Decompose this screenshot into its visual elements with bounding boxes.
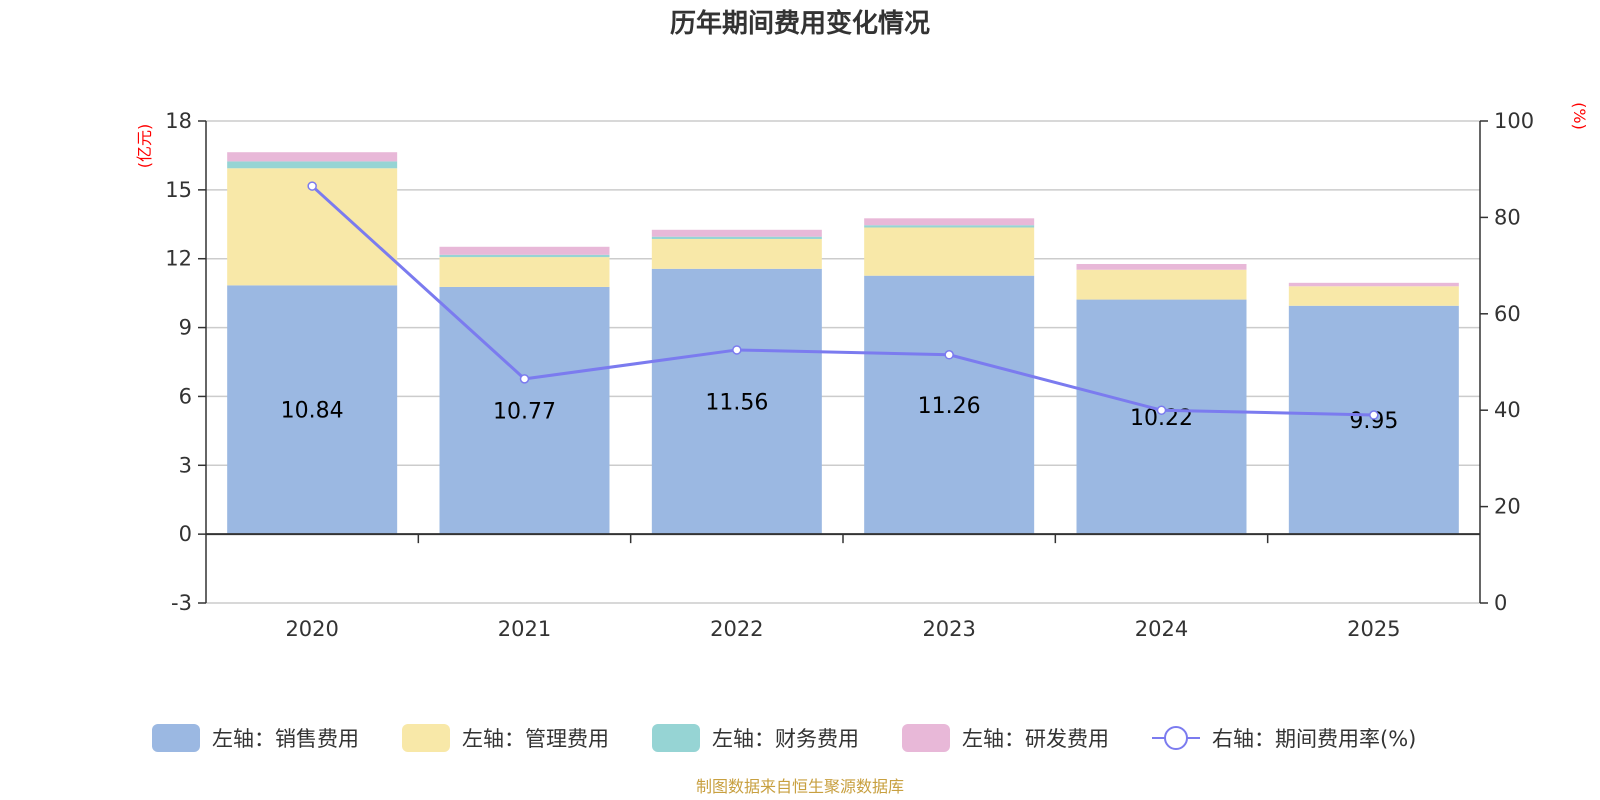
bar-segment xyxy=(1288,286,1459,306)
left-tick-label: 0 xyxy=(179,522,192,546)
bar-segment xyxy=(227,152,398,162)
right-tick-label: 60 xyxy=(1494,302,1521,326)
rate-point xyxy=(1369,410,1379,420)
bar-segment xyxy=(651,236,822,239)
legend-label: 左轴：财务费用 xyxy=(712,727,859,751)
right-tick-label: 40 xyxy=(1494,398,1521,422)
rate-point xyxy=(519,374,530,384)
legend-swatch xyxy=(402,724,450,752)
legend-swatch xyxy=(152,724,200,752)
bars xyxy=(227,152,1459,535)
legend-label: 左轴：研发费用 xyxy=(962,727,1109,751)
right-tick-label: 0 xyxy=(1494,591,1507,615)
rate-point xyxy=(944,350,954,360)
rate-point xyxy=(307,181,317,191)
rate-point xyxy=(1156,405,1167,415)
bar-segment xyxy=(651,229,822,237)
bar-segment xyxy=(1076,263,1247,270)
expense-rate-line xyxy=(307,181,1379,420)
category-label: 2023 xyxy=(922,617,975,641)
legend-label: 左轴：管理费用 xyxy=(462,727,609,751)
right-tick-label: 100 xyxy=(1494,109,1534,133)
left-tick-label: 18 xyxy=(165,109,192,133)
bar-segment xyxy=(864,275,1035,535)
bar-segment xyxy=(439,246,610,255)
left-tick-label: 6 xyxy=(179,384,192,408)
bar-segment xyxy=(227,161,398,169)
bar-segment xyxy=(864,225,1035,228)
bar-value-label: 10.77 xyxy=(493,400,556,425)
bar-value-label: 11.26 xyxy=(918,394,981,419)
legend-swatch xyxy=(902,724,950,752)
legend: 左轴：销售费用 左轴：管理费用 左轴：财务费用 左轴：研发费用 右轴：期间费用率(%) xyxy=(152,724,1416,752)
left-tick-label: -3 xyxy=(171,591,192,615)
category-label: 2020 xyxy=(285,617,338,641)
bar-segment xyxy=(439,257,610,287)
bar-segment xyxy=(651,238,822,269)
bar-segment xyxy=(1288,282,1459,287)
source-note: 制图数据来自恒生聚源数据库 xyxy=(696,777,904,796)
chart-title: 历年期间费用变化情况 xyxy=(670,8,930,39)
bar-segment xyxy=(651,268,822,535)
rate-line-path xyxy=(311,184,1374,417)
category-label: 2022 xyxy=(710,617,763,641)
category-label: 2021 xyxy=(498,617,551,641)
right-tick-label: 80 xyxy=(1494,205,1521,229)
bar-segment xyxy=(864,227,1035,276)
left-tick-label: 12 xyxy=(165,247,192,271)
category-label: 2025 xyxy=(1347,617,1400,641)
legend-label: 左轴：销售费用 xyxy=(212,727,359,751)
rate-point xyxy=(732,345,742,355)
right-axis-unit: (%) xyxy=(1570,102,1589,130)
bar-segment xyxy=(439,254,610,258)
bar-value-label: 10.84 xyxy=(281,399,344,424)
legend-marker-swatch xyxy=(1164,726,1188,750)
bar-segment xyxy=(1076,269,1247,300)
left-tick-label: 15 xyxy=(165,178,192,202)
left-tick-label: 9 xyxy=(179,316,192,340)
bar-segment xyxy=(1288,305,1459,535)
right-tick-label: 20 xyxy=(1494,495,1521,519)
axes: -3 0 3 6 9 12 15 18 2020 2021 2022 2023 2024 2025 0 20 4… xyxy=(165,109,1534,641)
legend-label: 右轴：期间费用率(%) xyxy=(1212,727,1416,751)
left-axis-unit: (亿元) xyxy=(135,124,154,169)
left-tick-label: 3 xyxy=(179,453,192,477)
bar-segment xyxy=(864,218,1035,226)
bar-value-label: 11.56 xyxy=(705,390,768,415)
bar-segment xyxy=(227,285,398,535)
category-label: 2024 xyxy=(1135,617,1188,641)
bar-segment xyxy=(1076,299,1247,535)
legend-swatch xyxy=(652,724,700,752)
